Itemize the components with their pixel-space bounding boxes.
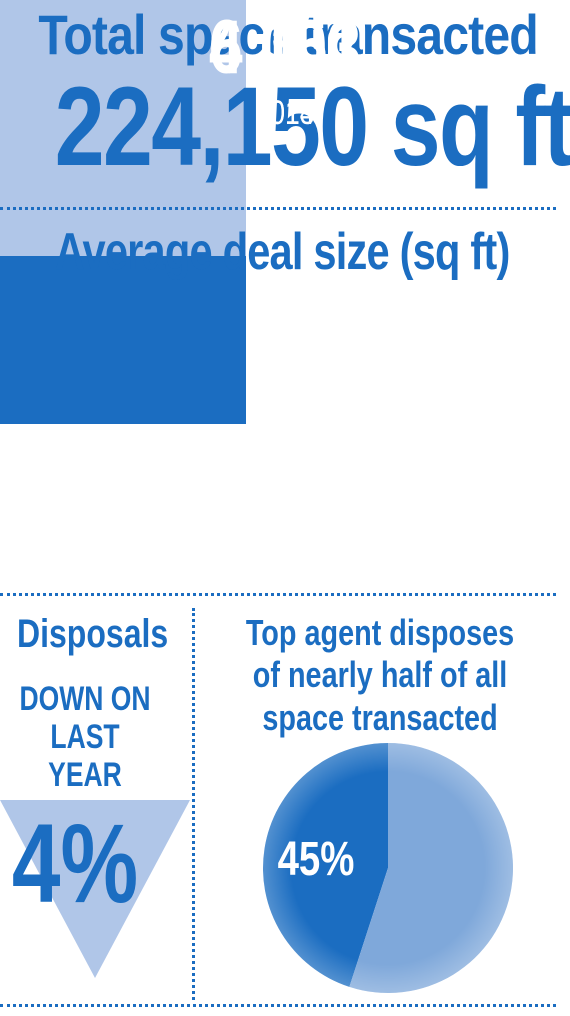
- down-triangle-icon: [0, 800, 190, 978]
- page-title: Total space transacted: [38, 3, 538, 66]
- bar-2013: 6,003 2013: [0, 0, 361, 256]
- bar-category-2013: 2013: [255, 94, 315, 132]
- disposals-title: Disposals: [17, 612, 169, 656]
- disposals-subtitle: DOWN ON LAST YEAR: [19, 680, 151, 795]
- top-agent-title: Top agent disposes of nearly half of all…: [245, 612, 515, 738]
- bar-value-2014: 4,151: [208, 5, 362, 90]
- divider-bottom: [0, 1004, 556, 1007]
- bar-2014: 4,151 2014: [0, 10, 361, 424]
- pie-slice-label: 45%: [277, 833, 355, 886]
- divider-vertical: [192, 608, 195, 1000]
- disposals-change-value: 4%: [11, 801, 139, 926]
- total-space-value: 224,150 sq ft: [54, 64, 570, 189]
- divider-middle: [0, 593, 556, 596]
- bar-value-2013: 6,003: [208, 5, 362, 90]
- average-deal-title: Average deal size (sq ft): [54, 223, 511, 281]
- divider-top: [0, 207, 556, 210]
- bar-category-2014: 2014: [255, 94, 315, 132]
- top-agent-pie-chart: [263, 743, 513, 993]
